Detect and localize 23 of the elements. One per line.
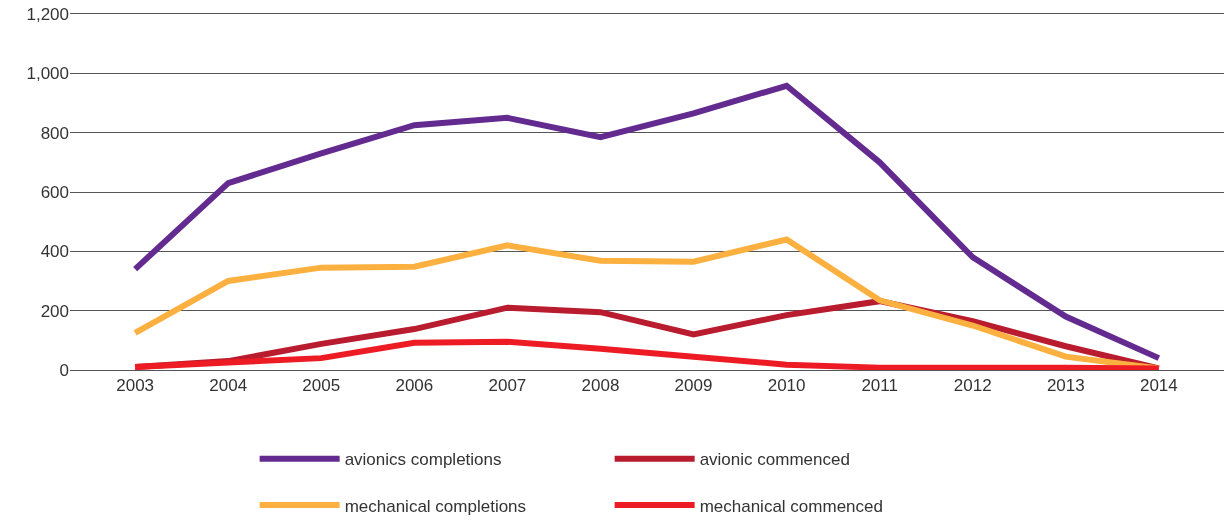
y-tick-label: 1,000 xyxy=(26,64,69,84)
x-tick-label: 2003 xyxy=(116,376,155,396)
y-tick-label: 400 xyxy=(40,242,69,262)
legend-label: mechanical completions xyxy=(344,496,527,516)
x-tick-label: 2005 xyxy=(302,376,341,396)
x-tick-label: 2004 xyxy=(209,376,248,396)
x-tick-label: 2007 xyxy=(488,376,527,396)
y-tick-label: 0 xyxy=(59,360,69,380)
x-tick-label: 2010 xyxy=(767,376,806,396)
legend-label: mechanical commenced xyxy=(699,496,883,516)
y-tick-label: 800 xyxy=(40,123,69,143)
x-tick-label: 2013 xyxy=(1046,376,1085,396)
x-tick-label: 2009 xyxy=(674,376,713,396)
y-tick-label: 600 xyxy=(40,182,69,202)
x-tick-label: 2006 xyxy=(395,376,434,396)
y-tick-label: 200 xyxy=(40,301,69,321)
legend-label: avionic commenced xyxy=(699,450,850,470)
legend-label: avionics completions xyxy=(344,450,502,470)
x-tick-label: 2008 xyxy=(581,376,620,396)
x-tick-label: 2011 xyxy=(861,376,898,396)
x-tick-label: 2012 xyxy=(953,376,992,396)
y-tick-label: 1,200 xyxy=(26,4,69,24)
x-tick-label: 2014 xyxy=(1139,376,1178,396)
